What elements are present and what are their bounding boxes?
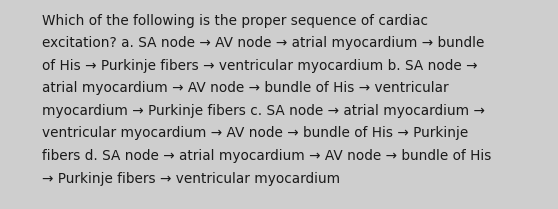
Text: → Purkinje fibers → ventricular myocardium: → Purkinje fibers → ventricular myocardi… — [42, 172, 340, 186]
Text: fibers d. SA node → atrial myocardium → AV node → bundle of His: fibers d. SA node → atrial myocardium → … — [42, 149, 491, 163]
Text: Which of the following is the proper sequence of cardiac: Which of the following is the proper seq… — [42, 14, 428, 28]
Text: ventricular myocardium → AV node → bundle of His → Purkinje: ventricular myocardium → AV node → bundl… — [42, 126, 468, 140]
Text: atrial myocardium → AV node → bundle of His → ventricular: atrial myocardium → AV node → bundle of … — [42, 81, 449, 95]
Text: excitation? a. SA node → AV node → atrial myocardium → bundle: excitation? a. SA node → AV node → atria… — [42, 36, 484, 50]
Text: of His → Purkinje fibers → ventricular myocardium b. SA node →: of His → Purkinje fibers → ventricular m… — [42, 59, 477, 73]
Text: myocardium → Purkinje fibers c. SA node → atrial myocardium →: myocardium → Purkinje fibers c. SA node … — [42, 104, 485, 118]
